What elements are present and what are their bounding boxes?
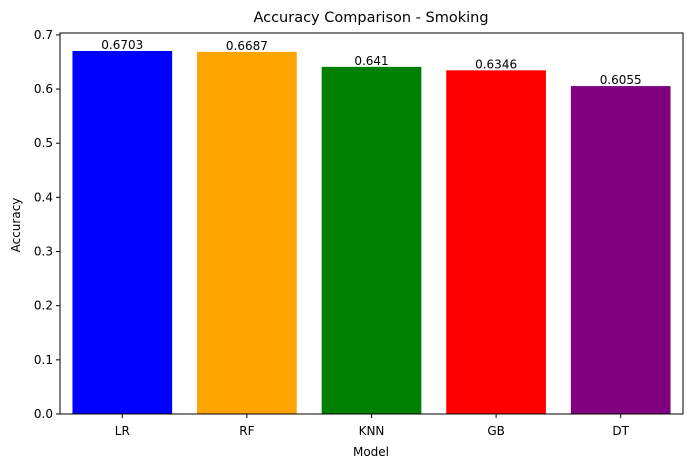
x-tick-label: GB (487, 424, 505, 438)
x-axis: LR RF KNN GB DT (115, 414, 630, 438)
data-label-rf: 0.6687 (226, 39, 268, 53)
x-tick-label: RF (239, 424, 254, 438)
y-tick-label: 0.7 (34, 28, 53, 42)
data-label-knn: 0.641 (354, 54, 388, 68)
y-axis: 0.0 0.1 0.2 0.3 0.4 0.5 0.6 0.7 (34, 28, 60, 421)
x-tick-label: KNN (359, 424, 385, 438)
plot-frame (59, 32, 684, 415)
y-tick-label: 0.1 (34, 353, 53, 367)
bar-knn (321, 66, 422, 414)
chart-title: Accuracy Comparison - Smoking (253, 10, 488, 26)
y-tick-label: 0.4 (34, 190, 53, 204)
bar-dt (570, 86, 671, 414)
bar-gb (446, 70, 546, 414)
y-tick-label: 0.3 (34, 245, 53, 259)
y-tick-label: 0.6 (34, 82, 53, 96)
data-label-dt: 0.6055 (600, 73, 642, 87)
y-tick-label: 0.2 (34, 299, 53, 313)
bar-lr (72, 50, 173, 414)
bar-rf (197, 51, 297, 414)
y-axis-label: Accuracy (9, 198, 23, 253)
x-tick-label: LR (115, 424, 130, 438)
bars-group (72, 50, 671, 414)
y-tick-label: 0.0 (34, 407, 53, 421)
data-label-gb: 0.6346 (475, 57, 517, 71)
x-tick-label: DT (612, 424, 629, 438)
data-labels-group: 0.6703 0.6687 0.641 0.6346 0.6055 (101, 38, 641, 87)
x-axis-label: Model (353, 445, 389, 459)
data-label-lr: 0.6703 (101, 38, 143, 52)
y-tick-label: 0.5 (34, 136, 53, 150)
